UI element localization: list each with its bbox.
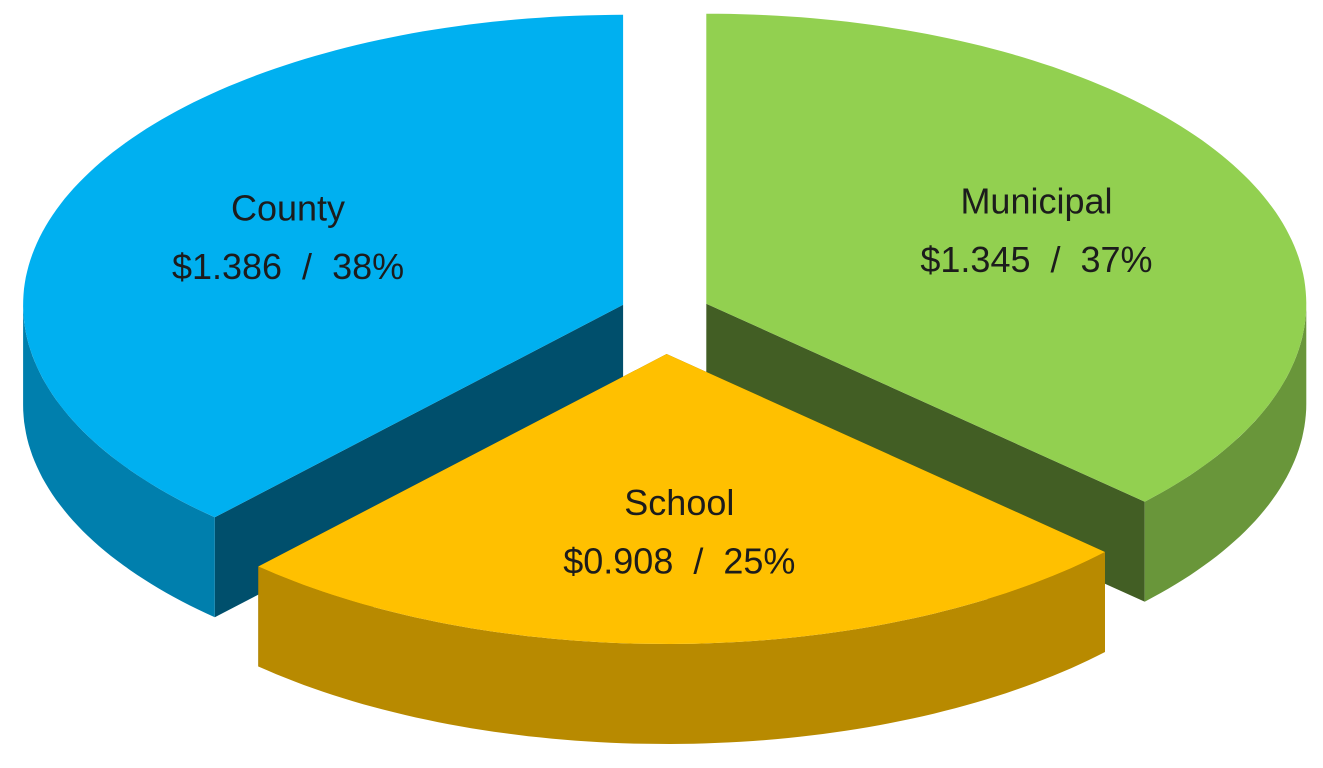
separator: / [1051, 239, 1061, 280]
value-label: $0.908 [563, 540, 673, 581]
slice-value-label: $1.345 / 37% [920, 239, 1152, 280]
percent-label: 38% [332, 246, 404, 287]
slice-outer-wall [258, 552, 1105, 744]
slice-value-label: $1.386 / 38% [172, 246, 404, 287]
slice-outer-wall [23, 304, 215, 618]
percent-label: 37% [1081, 239, 1153, 280]
slice-name: County [231, 188, 345, 229]
separator: / [302, 246, 312, 287]
slice-name: School [624, 482, 734, 523]
value-label: $1.345 [920, 239, 1030, 280]
percent-label: 25% [723, 540, 795, 581]
slice-top [23, 14, 624, 518]
slice-value-label: $0.908 / 25% [563, 540, 795, 581]
slice-outer-wall [1144, 303, 1307, 602]
value-label: $1.386 [172, 246, 282, 287]
slice-top [706, 13, 1307, 502]
slice-top [258, 354, 1105, 644]
separator: / [693, 540, 703, 581]
slice-name: Municipal [960, 181, 1112, 222]
